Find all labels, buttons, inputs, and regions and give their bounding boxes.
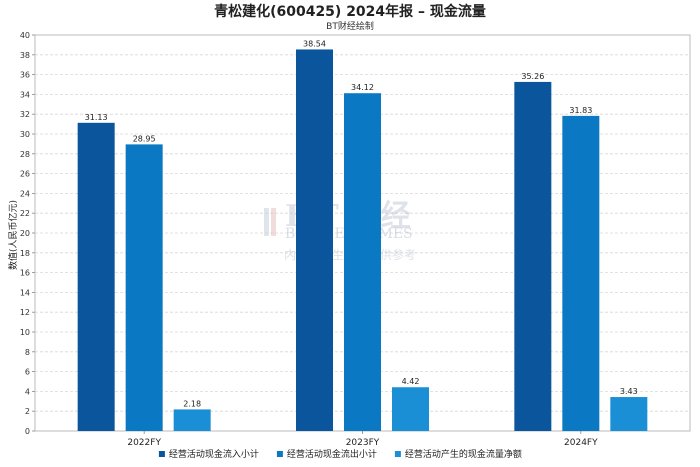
watermark-logo-bar [271,208,276,236]
bar [296,49,333,431]
legend: 经营活动现金流入小计 经营活动现金流出小计 经营活动产生的现金流量净额 [158,448,522,460]
y-tick-label: 0 [25,427,30,436]
y-tick-label: 16 [20,269,30,278]
y-tick-label: 36 [20,71,30,80]
bar-value-label: 34.12 [351,83,374,92]
y-tick-label: 6 [25,368,30,377]
watermark: BT财经 BUSINESSTIMES 内容由AI生成，仅供参考 [264,199,416,262]
bar [514,81,552,432]
y-tick-label: 20 [20,229,30,238]
legend-swatch [276,451,283,457]
y-tick-label: 32 [20,110,30,119]
bar [392,387,429,431]
y-tick-label: 18 [20,249,30,258]
bar-value-label: 31.13 [85,113,108,122]
legend-label: 经营活动现金流出小计 [287,448,377,460]
y-tick-label: 8 [25,348,30,357]
y-tick-label: 22 [20,209,30,218]
y-axis-label: 数值(人民币亿元) [7,200,19,270]
y-tick-label: 34 [20,90,30,99]
bar-value-label: 2.18 [183,399,201,408]
y-tick-label: 38 [20,51,30,60]
bar-value-label: 38.54 [303,39,326,48]
bar [125,144,163,431]
legend-label: 经营活动现金流入小计 [169,448,259,460]
y-tick-label: 2 [25,407,30,416]
bar [344,93,381,431]
bar [173,409,211,431]
y-tick-label: 26 [20,170,30,179]
y-tick-label: 14 [20,288,30,297]
bar-value-label: 31.83 [569,106,592,115]
y-tick-label: 40 [20,31,30,40]
x-tick-label: 2022FY [127,438,161,448]
y-tick-label: 24 [20,189,30,198]
chart-title: 青松建化(600425) 2024年报 – 现金流量 [214,3,486,20]
bar-value-label: 3.43 [620,387,638,396]
bars: 31.13 28.95 2.18 38.54 34.12 4.42 35.26 31.83 3.… [77,39,648,432]
bar [610,397,648,431]
bar [562,115,600,432]
y-tick-label: 4 [25,387,30,396]
x-tick-label: 2023FY [346,438,380,448]
watermark-logo-bar [264,208,269,236]
y-tick-label: 10 [20,328,30,337]
legend-swatch [394,451,401,457]
chart-subtitle: BT财经绘制 [326,20,374,32]
legend-swatch [158,451,165,457]
y-tick-label: 12 [20,308,30,317]
bar-value-label: 4.42 [402,377,420,386]
y-tick-label: 30 [20,130,30,139]
bar-value-label: 28.95 [133,134,156,143]
bar-value-label: 35.26 [521,72,544,81]
x-tick-label: 2024FY [564,438,598,448]
y-tick-label: 28 [20,150,30,159]
axes: 0246810121416182022242628303234363840202… [20,31,598,448]
bar [77,122,115,432]
legend-label: 经营活动产生的现金流量净额 [405,448,522,460]
